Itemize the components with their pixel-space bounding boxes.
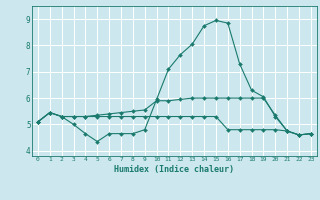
X-axis label: Humidex (Indice chaleur): Humidex (Indice chaleur): [115, 165, 234, 174]
